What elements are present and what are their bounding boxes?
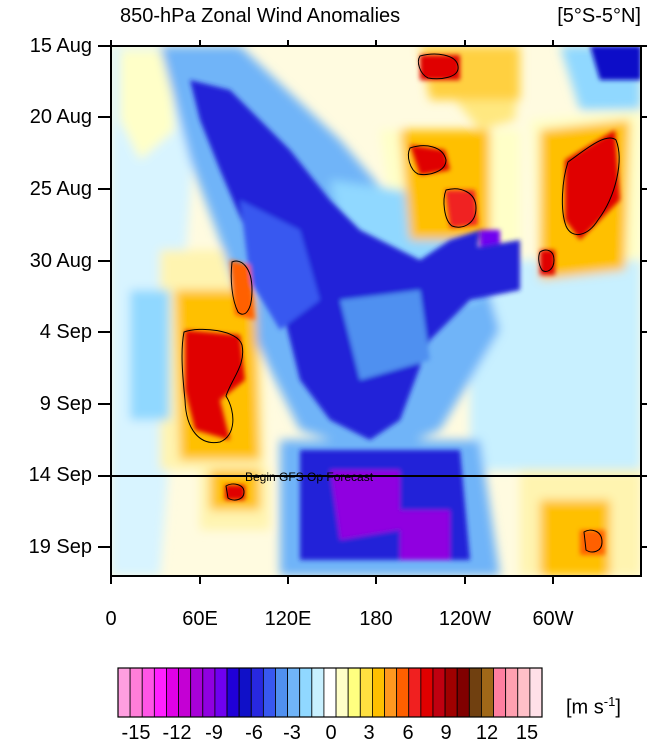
anomaly-core [185, 330, 245, 440]
y-tick-label: 9 Sep [39, 393, 92, 415]
anomaly-core [420, 55, 460, 80]
anomaly-core [225, 485, 245, 500]
colorbar-swatch [166, 667, 179, 718]
chart-title: 850-hPa Zonal Wind Anomalies [120, 5, 401, 27]
contour-line [417, 53, 459, 80]
contour-line [561, 137, 620, 235]
colorbar [117, 667, 543, 718]
colorbar-swatch [275, 667, 289, 718]
x-tick-label: 120E [264, 608, 312, 630]
colorbar-swatch [238, 667, 252, 718]
colorbar-swatch [178, 667, 192, 718]
y-tick-label: 19 Sep [28, 536, 92, 558]
y-tick-label: 25 Aug [29, 178, 92, 200]
anomaly-region [470, 260, 641, 470]
colorbar-tick-label: 6 [402, 722, 414, 744]
x-tick-label: 120W [438, 608, 492, 630]
colorbar-swatch [505, 667, 519, 718]
colorbar-swatch [359, 667, 373, 718]
anomaly-core [330, 470, 400, 540]
anomaly-region [130, 290, 170, 420]
colorbar-swatch [129, 667, 143, 718]
colorbar-frame [117, 667, 543, 718]
contour-line [230, 260, 253, 315]
anomaly-core [230, 260, 255, 320]
colorbar-swatch [456, 667, 470, 718]
colorbar-swatch [117, 667, 131, 718]
anomaly-core [460, 240, 520, 300]
x-tick-label: 60W [532, 608, 574, 630]
anomaly-region [540, 500, 610, 576]
anomaly-core [410, 145, 450, 175]
colorbar-tick-label: -15 [121, 722, 151, 744]
x-tick-label: 60E [182, 608, 218, 630]
anomaly-core [445, 190, 478, 228]
colorbar-swatch [299, 667, 313, 718]
colorbar-tick-label: 0 [325, 722, 337, 744]
colorbar-swatch [153, 667, 167, 718]
y-tick-label: 30 Aug [29, 250, 92, 272]
anomaly-field [111, 46, 641, 576]
colorbar-swatch [226, 667, 240, 718]
colorbar-swatch [384, 667, 398, 718]
colorbar-swatch [335, 667, 349, 718]
contour-line [225, 483, 245, 501]
colorbar-swatch [396, 667, 410, 718]
anomaly-core [240, 200, 320, 330]
colorbar-swatch [141, 667, 155, 718]
anomaly-core [565, 130, 620, 240]
colorbar-swatch [250, 667, 264, 718]
region-label: [5°S-5°N] [557, 5, 641, 27]
forecast-label: Begin GFS Op Forecast [245, 470, 374, 484]
colorbar-swatch [432, 667, 446, 718]
y-tick-label: 15 Aug [29, 35, 92, 57]
contour-line [538, 249, 555, 273]
colorbar-swatch [202, 667, 216, 718]
colorbar-swatch [190, 667, 204, 718]
colorbar-swatch [311, 667, 325, 718]
colorbar-swatch [493, 667, 507, 718]
colorbar-swatch [323, 667, 337, 718]
colorbar-tick-label: 9 [440, 722, 452, 744]
colorbar-tick-label: 3 [363, 722, 375, 744]
y-tick-label: 20 Aug [29, 106, 92, 128]
anomaly-core [400, 510, 450, 560]
colorbar-tick-label: -6 [245, 722, 263, 744]
colorbar-swatch [287, 667, 301, 718]
colorbar-swatch [517, 667, 531, 718]
colorbar-swatch [529, 667, 543, 718]
colorbar-swatch [214, 667, 228, 718]
colorbar-swatch [420, 667, 434, 718]
colorbar-swatch [347, 667, 361, 718]
colorbar-swatch [371, 667, 385, 718]
anomaly-core [590, 46, 641, 80]
contour-line [181, 328, 244, 444]
contour-line [583, 529, 603, 553]
units-label: [m s-1] [566, 694, 621, 719]
anomaly-region [120, 50, 175, 160]
anomaly-core [340, 290, 430, 380]
colorbar-tick-label: -12 [162, 722, 192, 744]
colorbar-swatch [481, 667, 494, 718]
colorbar-swatch [444, 667, 458, 718]
x-tick-label: 180 [359, 608, 393, 630]
colorbar-swatch [262, 667, 276, 718]
contour-line [443, 188, 477, 228]
colorbar-tick-label: -9 [205, 722, 223, 744]
colorbar-tick-label: -3 [283, 722, 301, 744]
colorbar-tick-label: 15 [515, 722, 539, 744]
colorbar-swatch [408, 667, 422, 718]
y-tick-label: 14 Sep [28, 464, 92, 486]
contour-line [407, 145, 447, 175]
colorbar-swatch [468, 667, 482, 718]
y-tick-label: 4 Sep [39, 321, 92, 343]
x-tick-label: 0 [105, 608, 117, 630]
colorbar-tick-label: 12 [475, 722, 499, 744]
